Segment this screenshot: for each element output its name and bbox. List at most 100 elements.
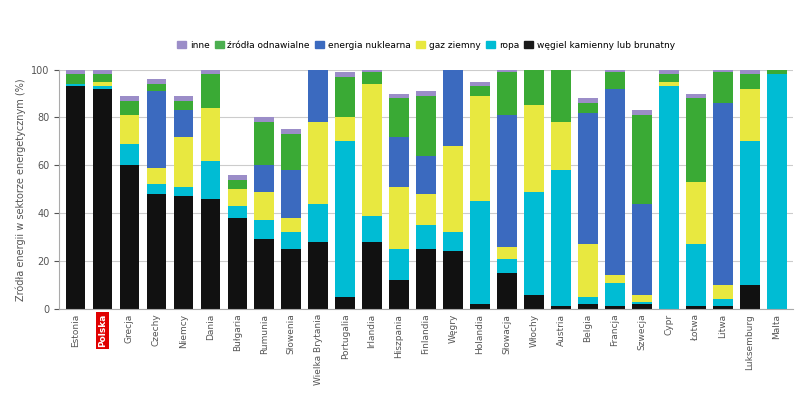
Bar	[686, 306, 705, 309]
Bar	[309, 122, 328, 204]
Bar	[686, 98, 705, 182]
Bar	[228, 175, 247, 180]
Bar	[605, 89, 625, 275]
Bar	[174, 96, 193, 101]
Bar	[551, 306, 570, 309]
Bar	[470, 96, 490, 201]
Bar	[444, 252, 463, 309]
Bar	[200, 70, 220, 74]
Bar	[389, 280, 409, 309]
Bar	[389, 187, 409, 249]
Bar	[146, 194, 166, 309]
Bar	[605, 282, 625, 306]
Bar	[174, 110, 193, 137]
Bar	[659, 82, 679, 86]
Bar	[389, 98, 409, 137]
Bar	[281, 218, 301, 232]
Bar	[524, 294, 544, 309]
Bar	[416, 96, 436, 156]
Bar	[174, 196, 193, 309]
Bar	[255, 240, 274, 309]
Bar	[363, 242, 382, 309]
Bar	[281, 249, 301, 309]
Bar	[309, 55, 328, 60]
Bar	[444, 146, 463, 232]
Bar	[416, 249, 436, 309]
Bar	[200, 74, 220, 108]
Bar	[605, 72, 625, 89]
Bar	[120, 115, 139, 144]
Bar	[470, 201, 490, 304]
Bar	[579, 244, 598, 297]
Bar	[255, 118, 274, 122]
Bar	[146, 168, 166, 184]
Bar	[335, 297, 355, 309]
Bar	[713, 285, 733, 299]
Bar	[93, 70, 112, 74]
Bar	[497, 115, 517, 247]
Bar	[146, 79, 166, 84]
Bar	[740, 70, 760, 74]
Bar	[740, 89, 760, 141]
Bar	[444, 53, 463, 146]
Bar	[363, 84, 382, 216]
Bar	[579, 103, 598, 113]
Bar	[120, 165, 139, 309]
Bar	[335, 77, 355, 118]
Bar	[363, 216, 382, 242]
Bar	[740, 141, 760, 285]
Bar	[65, 70, 85, 74]
Bar	[389, 249, 409, 280]
Bar	[335, 141, 355, 297]
Bar	[200, 199, 220, 309]
Bar	[228, 189, 247, 206]
Bar	[632, 302, 651, 304]
Bar	[228, 206, 247, 218]
Bar	[309, 242, 328, 309]
Bar	[93, 89, 112, 309]
Bar	[686, 94, 705, 98]
Bar	[551, 65, 570, 70]
Bar	[120, 144, 139, 165]
Bar	[444, 232, 463, 252]
Bar	[93, 82, 112, 86]
Bar	[740, 74, 760, 89]
Bar	[255, 165, 274, 192]
Bar	[389, 94, 409, 98]
Bar	[146, 84, 166, 91]
Bar	[200, 108, 220, 160]
Bar	[551, 70, 570, 122]
Bar	[713, 306, 733, 309]
Bar	[497, 67, 517, 72]
Bar	[309, 204, 328, 242]
Bar	[551, 122, 570, 170]
Bar	[120, 101, 139, 115]
Bar	[389, 137, 409, 187]
Bar	[255, 192, 274, 220]
Bar	[65, 86, 85, 309]
Bar	[632, 110, 651, 115]
Bar	[281, 134, 301, 170]
Bar	[740, 285, 760, 309]
Bar	[335, 72, 355, 77]
Bar	[713, 103, 733, 285]
Bar	[228, 218, 247, 309]
Bar	[713, 72, 733, 103]
Bar	[659, 86, 679, 309]
Bar	[551, 170, 570, 306]
Bar	[605, 275, 625, 282]
Bar	[579, 98, 598, 103]
Bar	[497, 247, 517, 259]
Bar	[416, 156, 436, 194]
Bar	[200, 160, 220, 199]
Bar	[659, 70, 679, 74]
Bar	[579, 304, 598, 309]
Bar	[713, 67, 733, 72]
Bar	[605, 67, 625, 72]
Bar	[470, 86, 490, 96]
Bar	[255, 122, 274, 165]
Legend: inne, źródła odnawialne, energia nuklearna, gaz ziemny, ropa, węgiel kamienny lu: inne, źródła odnawialne, energia nuklear…	[177, 41, 675, 50]
Bar	[497, 72, 517, 115]
Bar	[632, 294, 651, 302]
Bar	[255, 220, 274, 240]
